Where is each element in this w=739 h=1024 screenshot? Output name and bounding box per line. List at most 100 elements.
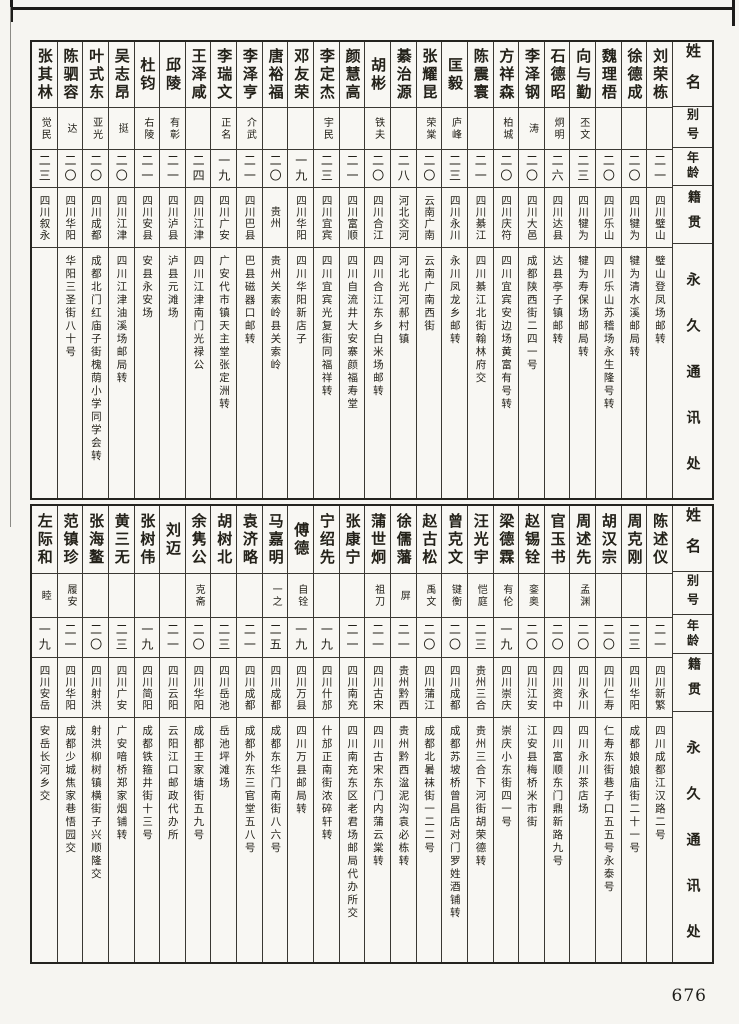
page-corner-mark-left [10, 0, 13, 22]
native-place-cell: 四川江津 [185, 188, 211, 248]
native-place-cell: 四川安岳 [31, 658, 57, 718]
name-cell: 陈震寰 [467, 42, 493, 108]
address-cell: 四川江津油溪场邮局转 [109, 248, 134, 498]
native-place-cell-text: 四川成都 [89, 194, 102, 241]
native-place-cell: 四川成都 [237, 658, 262, 718]
native-place-cell-text: 四川达县 [551, 194, 564, 241]
name-cell-text: 张树伟 [138, 512, 157, 567]
address-cell-text: 巴县磁器口邮转 [243, 255, 256, 346]
native-place-cell-text: 四川仁寿 [602, 664, 615, 711]
name-cell: 赵锡铨 [519, 506, 544, 574]
native-place-cell: 四川宜宾 [314, 188, 339, 248]
address-cell-text: 成都铁箍井街十三号 [141, 725, 154, 842]
address-cell-text: 成都苏坡桥曾昌店对门罗姓酒铺转 [448, 725, 461, 920]
name-cell: 陈驷容 [57, 42, 83, 108]
name-cell-text: 傅德 [292, 521, 311, 558]
native-place-cell-text: 四川叙永 [38, 194, 51, 241]
age-cell: 二一 [57, 618, 83, 658]
native-place-cell-text: 河北交河 [397, 194, 410, 241]
alias-cell: 屏 [390, 574, 416, 618]
name-cell: 胡汉宗 [596, 506, 621, 574]
alias-cell-text: 祖刀 [372, 583, 384, 608]
age-cell: 二〇 [596, 150, 621, 188]
address-cell-text: 四川华阳新店子 [294, 255, 307, 346]
age-cell: 二一 [647, 618, 672, 658]
age-cell: 二〇 [596, 618, 621, 658]
address-cell: 璧山登凤场邮转 [647, 248, 672, 498]
alias-cell: 履安 [57, 574, 83, 618]
entry-column: 张海鳌 二〇 四川射洪 射洪柳树镇横街子兴顺隆交 [82, 506, 108, 962]
native-place-cell-text: 四川江津 [115, 194, 128, 241]
alias-cell [647, 574, 672, 618]
address-cell: 射洪柳树镇横街子兴顺隆交 [83, 718, 108, 962]
native-place-cell: 四川成都 [442, 658, 467, 718]
age-cell-text: 二〇 [627, 153, 642, 184]
age-cell: 二一 [160, 618, 185, 658]
entry-column: 曾克文 键衡 二〇 四川成都 成都苏坡桥曾昌店对门罗姓酒铺转 [441, 506, 467, 962]
age-cell: 一九 [288, 150, 314, 188]
address-cell: 四川华阳新店子 [288, 248, 313, 498]
name-cell-text: 向与勤 [574, 47, 593, 102]
entry-column: 李泽钢涛二〇 四川大邑 成都陕西街二四一号 [518, 42, 544, 498]
native-place-cell-text: 四川庆符 [500, 194, 513, 241]
entry-column: 张树伟 一九 四川简阳 成都铁箍井街十三号 [133, 506, 160, 962]
name-cell: 刘荣栋 [647, 42, 672, 108]
entry-column: 匡毅 庐峰 二三 四川永川 永川凤龙乡邮转 [441, 42, 467, 498]
native-place-cell: 四川古宋 [365, 658, 390, 718]
age-cell: 一九 [288, 618, 314, 658]
name-cell: 张树伟 [134, 506, 160, 574]
native-place-cell-text: 四川古宋 [371, 664, 384, 711]
address-cell-text: 四川合江东乡白米场邮转 [371, 255, 384, 398]
address-cell: 什邡正南街浓碎轩转 [314, 718, 339, 962]
age-cell: 二〇 [621, 150, 647, 188]
directory-table-upper: 姓名 别号 年龄 籍贯 永久通讯处 刘荣栋 二一 四川璧山 璧山登凤场邮转 徐德成 二〇四… [30, 40, 714, 500]
alias-cell-text: 达 [64, 122, 76, 135]
age-cell: 二〇 [442, 618, 467, 658]
page-left-border [10, 7, 11, 527]
name-cell-text: 吴志昂 [112, 47, 131, 102]
entry-column: 綦治源 二八 河北交河 河北光河郝村镇 [389, 42, 416, 498]
entry-column: 胡汉宗 二〇 四川仁寿 仁寿东街巷子口五五号永泰号 [595, 506, 621, 962]
native-place-cell-text: 四川什邡 [320, 664, 333, 711]
alias-cell: 孟渊 [570, 574, 596, 618]
alias-cell [467, 108, 493, 150]
address-cell-text: 四川江津油溪场邮局转 [115, 255, 128, 385]
address-cell: 贵州黔西湓泥沟袁必栋转 [391, 718, 416, 962]
address-cell-text: 华阳三圣街八十号 [64, 255, 77, 359]
name-cell: 周克刚 [621, 506, 647, 574]
alias-cell: 涛 [519, 108, 544, 150]
address-cell-text: 犍为寿保场邮局转 [577, 255, 589, 359]
name-cell-text: 袁济略 [240, 512, 259, 567]
native-place-cell: 四川广安 [108, 658, 134, 718]
name-cell: 李泽亨 [237, 42, 262, 108]
address-cell-text: 成都少城焦家巷悟园交 [64, 725, 77, 855]
address-cell: 成都北暑袜街一二二号 [417, 718, 442, 962]
alias-cell [544, 574, 570, 618]
age-cell: 二一 [647, 150, 672, 188]
age-cell-text: 二六 [550, 153, 565, 184]
name-cell: 向与勤 [570, 42, 596, 108]
native-place-cell: 四川成都 [262, 658, 288, 718]
native-place-cell-text: 四川成都 [448, 664, 461, 711]
name-cell-text: 胡树北 [215, 512, 234, 567]
native-place-cell: 四川广安 [211, 188, 237, 248]
entry-column: 周克刚 二三 四川华阳 成都娘娘庙街二十一号 [620, 506, 647, 962]
alias-cell-text: 涛 [526, 122, 538, 135]
native-place-cell-text: 四川犍为 [628, 194, 641, 241]
native-place-cell: 四川华阳 [621, 658, 647, 718]
entry-column: 赵古松 禹文 二〇 四川蒲江 成都北暑袜街一二二号 [415, 506, 442, 962]
alias-cell: 介武 [237, 108, 262, 150]
alias-cell: 觉民 [31, 108, 57, 150]
native-place-cell: 四川华阳 [288, 188, 314, 248]
address-cell [32, 248, 57, 498]
address-cell: 成都娘娘庙街二十一号 [622, 718, 647, 962]
entry-column: 唐裕福 二〇 贵州 贵州关索岭县关索岭 [261, 42, 288, 498]
address-cell: 四川宜宾光复街同福祥转 [314, 248, 339, 498]
address-cell: 成都铁箍井街十三号 [135, 718, 160, 962]
address-cell-text: 江安县梅桥米市街 [525, 725, 538, 829]
address-cell-text: 河北光河郝村镇 [397, 255, 410, 346]
address-cell: 犍为清水溪邮局转 [622, 248, 647, 498]
entry-column: 宁绍先 一九 四川什邡 什邡正南街浓碎轩转 [313, 506, 339, 962]
entry-column: 黄三无 二三 四川广安 广安喑桥郑家烟铺转 [107, 506, 134, 962]
entry-column: 颜慧高 二一 四川富顺 四川自流井大安寨颜福寿堂 [338, 42, 365, 498]
